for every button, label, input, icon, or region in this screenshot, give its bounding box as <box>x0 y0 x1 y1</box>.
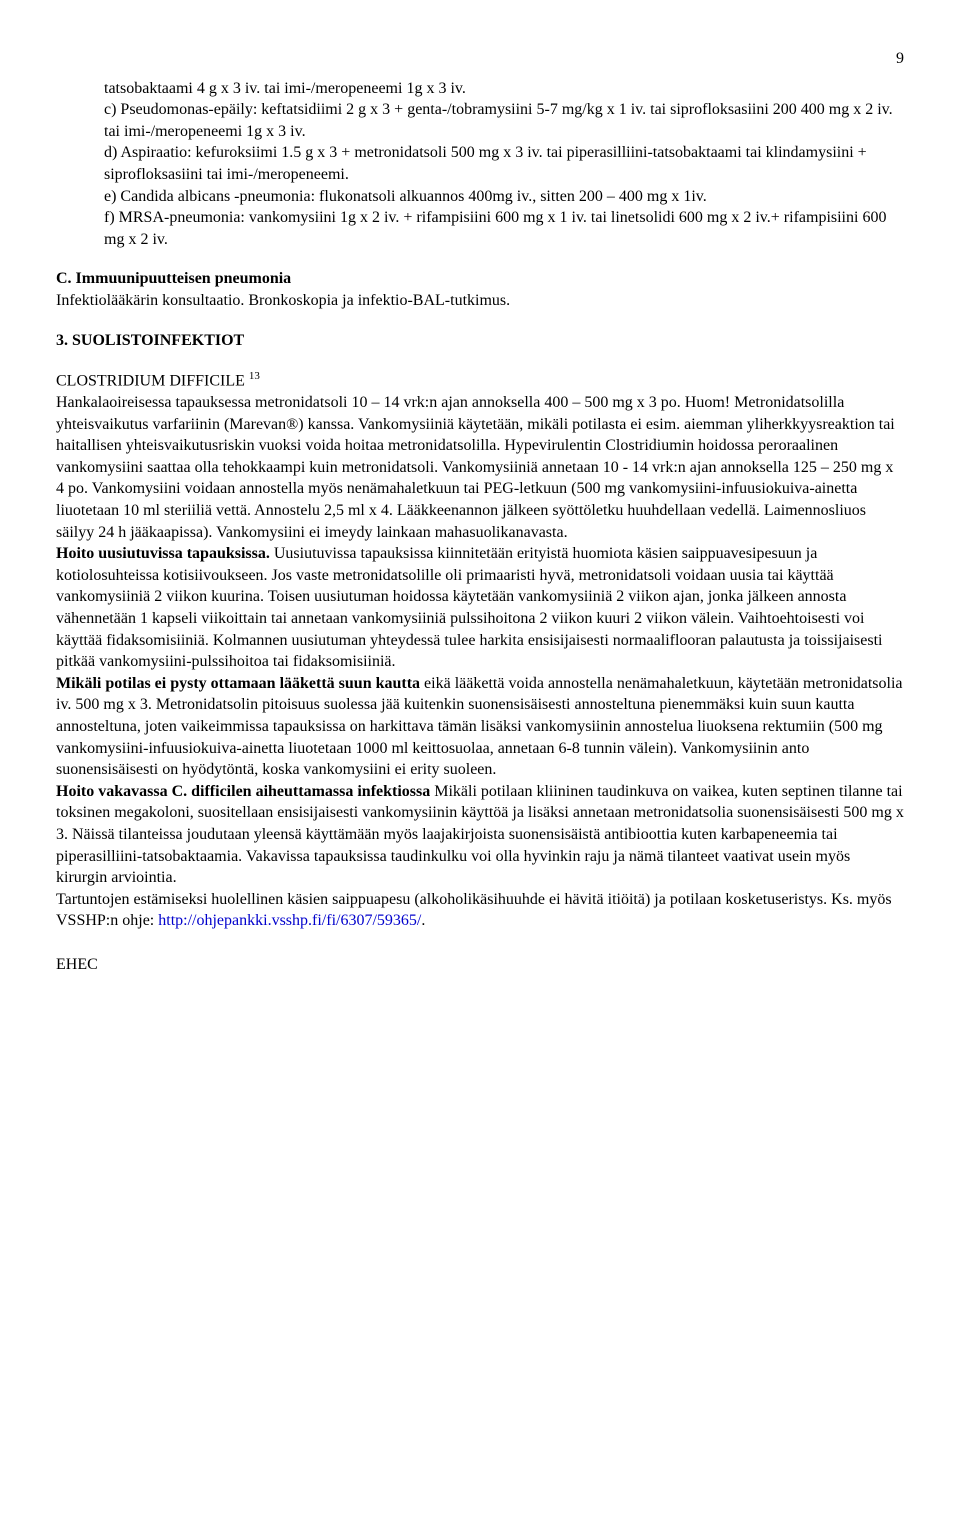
dosage-list: tatsobaktaami 4 g x 3 iv. tai imi-/merop… <box>104 78 904 251</box>
clostridium-p4-bold: Hoito vakavassa C. difficilen aiheuttama… <box>56 783 430 800</box>
dosage-line-1: tatsobaktaami 4 g x 3 iv. tai imi-/merop… <box>104 78 904 100</box>
clostridium-link[interactable]: http://ohjepankki.vsshp.fi/fi/6307/59365… <box>158 912 421 929</box>
section-3-heading: 3. SUOLISTOINFEKTIOT <box>56 330 904 352</box>
clostridium-p2-bold: Hoito uusiutuvissa tapauksissa. <box>56 545 270 562</box>
section-c-heading: C. Immuunipuutteisen pneumonia <box>56 268 904 290</box>
clostridium-p1: Hankalaoireisessa tapauksessa metronidat… <box>56 392 904 543</box>
dosage-item-e: e) Candida albicans -pneumonia: flukonat… <box>104 186 904 208</box>
section-c-body: Infektiolääkärin konsultaatio. Bronkosko… <box>56 290 904 312</box>
dosage-item-d: d) Aspiraatio: kefuroksiimi 1.5 g x 3 + … <box>104 142 904 185</box>
clostridium-p4: Hoito vakavassa C. difficilen aiheuttama… <box>56 781 904 889</box>
clostridium-p5: Tartuntojen estämiseksi huolellinen käsi… <box>56 889 904 932</box>
clostridium-heading: CLOSTRIDIUM DIFFICILE 13 <box>56 369 904 392</box>
dosage-item-f: f) MRSA-pneumonia: vankomysiini 1g x 2 i… <box>104 207 904 250</box>
clostridium-p3: Mikäli potilas ei pysty ottamaan lääkett… <box>56 673 904 781</box>
clostridium-p2-rest: Uusiutuvissa tapauksissa kiinnitetään er… <box>56 545 882 670</box>
ehec-heading: EHEC <box>56 954 904 976</box>
dosage-item-c: c) Pseudomonas-epäily: keftatsidiimi 2 g… <box>104 99 904 142</box>
clostridium-p3-bold: Mikäli potilas ei pysty ottamaan lääkett… <box>56 675 420 692</box>
clostridium-p2: Hoito uusiutuvissa tapauksissa. Uusiutuv… <box>56 543 904 673</box>
clostridium-p5-post: . <box>421 912 425 929</box>
clostridium-ref: 13 <box>249 370 260 382</box>
clostridium-title: CLOSTRIDIUM DIFFICILE <box>56 372 249 389</box>
page-number: 9 <box>56 48 904 70</box>
